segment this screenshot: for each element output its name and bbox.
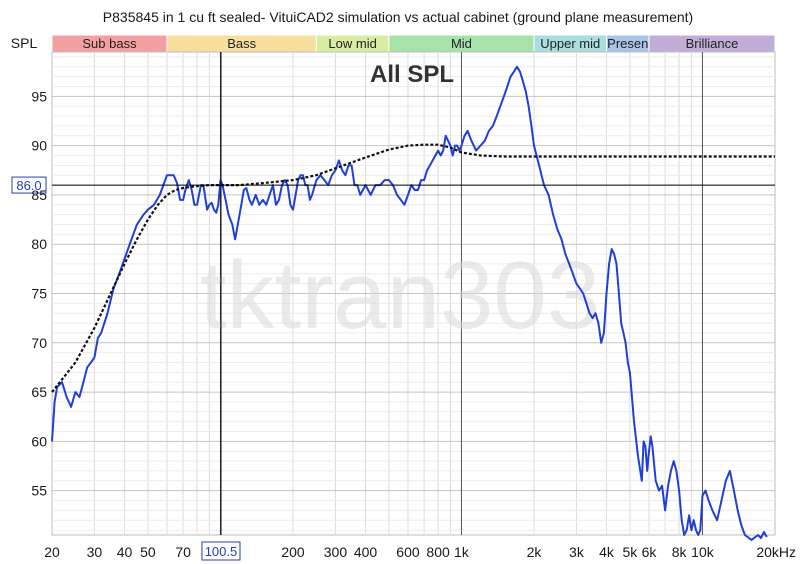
- x-tick-label: 10k: [691, 544, 715, 560]
- y-tick-label: 60: [31, 433, 47, 449]
- x-tick-label: 30: [87, 544, 103, 560]
- x-tick-label: 5k: [623, 544, 639, 560]
- grid: [52, 52, 775, 535]
- band-label-5: Presen: [607, 36, 648, 51]
- x-tick-label: 40: [117, 544, 133, 560]
- x-tick-label: 6k: [642, 544, 658, 560]
- band-label-4: Upper mid: [540, 36, 600, 51]
- x-tick-label: 20kHz: [756, 544, 796, 560]
- x-tick-label: 200: [281, 544, 305, 560]
- y-tick-label: 65: [31, 384, 47, 400]
- chart-title: P835845 in 1 cu ft sealed- VituiCAD2 sim…: [103, 9, 693, 25]
- frequency-bands: Sub bass Bass Low mid Mid Upper mid Presen Bri…: [51, 34, 776, 53]
- y-tick-labels: 55 60 65 70 75 80 85 90 95: [31, 88, 47, 498]
- cursor-crosshair[interactable]: 86.0 100.5: [11, 52, 775, 561]
- y-tick-label: 70: [31, 335, 47, 351]
- x-tick-label: 20: [44, 544, 60, 560]
- simulation-line: [51, 143, 775, 393]
- y-tick-label: 95: [31, 88, 47, 104]
- x-tick-label: 70: [175, 544, 191, 560]
- x-tick-labels: 20 30 40 50 70 200 300 400 600 800 1k 2k 3k 4k 5k 6k 8k 1…: [44, 544, 796, 560]
- y-axis-label: SPL: [11, 35, 38, 51]
- watermark: tktran303: [200, 242, 600, 349]
- x-tick-label: 50: [140, 544, 156, 560]
- y-tick-label: 55: [31, 483, 47, 499]
- band-label-2: Low mid: [328, 36, 376, 51]
- x-tick-label: 4k: [599, 544, 615, 560]
- cursor-y-label: 86.0: [16, 178, 41, 193]
- x-tick-label: 600: [396, 544, 420, 560]
- y-tick-label: 80: [31, 236, 47, 252]
- x-tick-label: 300: [324, 544, 348, 560]
- y-tick-label: 90: [31, 138, 47, 154]
- cursor-x-label: 100.5: [205, 544, 238, 559]
- band-label-0: Sub bass: [82, 36, 137, 51]
- x-tick-label: 3k: [569, 544, 585, 560]
- band-label-1: Bass: [227, 36, 256, 51]
- cursor-y-box: [11, 176, 47, 194]
- y-tick-label: 85: [31, 187, 47, 203]
- overlay-label: All SPL: [370, 61, 454, 88]
- band-label-3: Mid: [451, 36, 472, 51]
- y-tick-label: 75: [31, 286, 47, 302]
- x-tick-label: 400: [354, 544, 378, 560]
- x-tick-label: 2k: [527, 544, 543, 560]
- x-tick-label: 800: [426, 544, 450, 560]
- cursor-x-box: [201, 541, 241, 561]
- x-tick-label: 1k: [454, 544, 470, 560]
- band-label-6: Brilliance: [686, 36, 739, 51]
- x-tick-label: 8k: [672, 544, 688, 560]
